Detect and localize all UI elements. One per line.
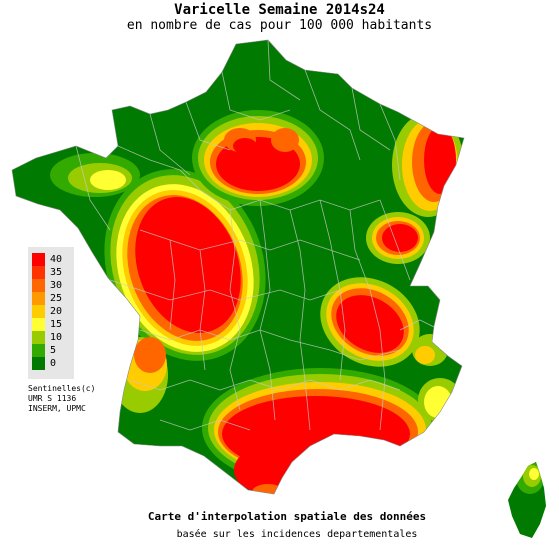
legend-label: 25 bbox=[50, 293, 63, 304]
legend-swatch bbox=[32, 305, 45, 318]
legend-swatch bbox=[32, 253, 45, 266]
legend-label: 15 bbox=[50, 319, 63, 330]
legend-label: 40 bbox=[50, 254, 63, 265]
legend-label: 0 bbox=[50, 358, 57, 369]
footer-note: basée sur les incidences departementales bbox=[176, 529, 418, 540]
legend-swatch bbox=[32, 344, 45, 357]
legend-label: 20 bbox=[50, 306, 63, 317]
legend-swatch bbox=[32, 318, 45, 331]
legend-item-40: 40 bbox=[32, 253, 74, 266]
footer-caption: Carte d'interpolation spatiale des donné… bbox=[147, 510, 427, 523]
legend-item-35: 35 bbox=[32, 266, 74, 279]
color-legend: 40 35 30 25 20 15 10 5 0 bbox=[28, 247, 74, 379]
legend-swatch bbox=[32, 266, 45, 279]
legend-item-0: 0 bbox=[32, 357, 74, 370]
legend-item-10: 10 bbox=[32, 331, 74, 344]
credits: Sentinelles(c) UMR S 1136 INSERM, UPMC bbox=[28, 384, 95, 414]
legend-label: 5 bbox=[50, 345, 57, 356]
legend-swatch bbox=[32, 292, 45, 305]
credit-line: Sentinelles(c) bbox=[28, 384, 96, 393]
map-title: Varicelle Semaine 2014s24 bbox=[174, 2, 385, 18]
map-subtitle: en nombre de cas pour 100 000 habitants bbox=[126, 18, 433, 33]
legend-item-20: 20 bbox=[32, 305, 74, 318]
credit-line: UMR S 1136 bbox=[28, 394, 77, 403]
legend-label: 35 bbox=[50, 267, 63, 278]
legend-label: 10 bbox=[50, 332, 63, 343]
legend-item-30: 30 bbox=[32, 279, 74, 292]
legend-item-25: 25 bbox=[32, 292, 74, 305]
credit-line: INSERM, UPMC bbox=[28, 404, 86, 413]
legend-swatch bbox=[32, 357, 45, 370]
legend-swatch bbox=[32, 331, 45, 344]
legend-label: 30 bbox=[50, 280, 63, 291]
legend-item-15: 15 bbox=[32, 318, 74, 331]
legend-swatch bbox=[32, 279, 45, 292]
legend-item-5: 5 bbox=[32, 344, 74, 357]
